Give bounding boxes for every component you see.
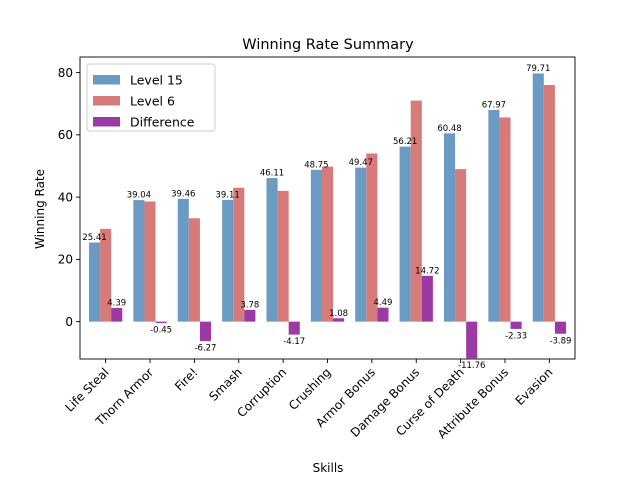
chart-title: Winning Rate Summary bbox=[242, 37, 414, 53]
data-label-level-15-8: 60.48 bbox=[437, 124, 461, 134]
y-tick-label: 60 bbox=[58, 128, 73, 142]
data-label-difference-4: -4.17 bbox=[283, 337, 305, 347]
data-label-difference-7: 14.72 bbox=[415, 266, 439, 276]
bar-level-6-2 bbox=[188, 218, 200, 322]
bar-difference-10 bbox=[554, 321, 566, 334]
bar-level-6-0 bbox=[100, 228, 112, 322]
bar-level-6-6 bbox=[366, 153, 378, 322]
x-tick-label: Evasion bbox=[513, 365, 556, 408]
data-label-level-15-0: 25.41 bbox=[82, 233, 106, 243]
bar-difference-6 bbox=[377, 307, 389, 322]
legend-label-level-6: Level 6 bbox=[130, 94, 175, 109]
y-axis-label: Winning Rate bbox=[33, 169, 47, 249]
bar-level-6-9 bbox=[499, 117, 511, 322]
bar-difference-2 bbox=[199, 321, 212, 342]
data-label-level-15-10: 79.71 bbox=[526, 64, 550, 74]
bar-difference-8 bbox=[466, 321, 478, 359]
legend-swatch-difference bbox=[93, 117, 120, 127]
bar-difference-1 bbox=[155, 321, 167, 324]
bar-difference-3 bbox=[244, 309, 256, 322]
bar-level-15-6 bbox=[355, 167, 367, 322]
data-label-difference-0: 4.39 bbox=[107, 298, 126, 308]
data-label-difference-8: -11.76 bbox=[458, 361, 485, 371]
x-tick-label: Smash bbox=[206, 365, 245, 404]
x-axis-label: Skills bbox=[313, 461, 344, 475]
data-label-level-15-5: 48.75 bbox=[304, 160, 328, 170]
bar-level-15-2 bbox=[177, 198, 189, 322]
plot-area: 25.41 39.04 39.46 39.11 46.11 48.75 49.47 56.21… bbox=[82, 64, 571, 371]
data-label-level-15-1: 39.04 bbox=[127, 191, 151, 201]
bar-level-15-3 bbox=[222, 199, 234, 322]
bar-level-15-5 bbox=[310, 169, 322, 322]
data-label-difference-5: 1.08 bbox=[329, 309, 348, 319]
legend-swatch-level-15 bbox=[93, 75, 120, 85]
data-label-level-15-9: 67.97 bbox=[482, 101, 506, 111]
bar-level-6-8 bbox=[455, 169, 467, 322]
data-label-level-15-6: 49.47 bbox=[349, 158, 373, 168]
data-label-difference-1: -0.45 bbox=[150, 326, 172, 336]
y-tick-label: 40 bbox=[58, 190, 73, 204]
y-tick-label: 20 bbox=[58, 253, 73, 267]
bar-level-6-1 bbox=[144, 201, 156, 322]
legend-swatch-level-6 bbox=[93, 96, 120, 106]
bar-difference-0 bbox=[111, 307, 123, 322]
bar-level-6-5 bbox=[321, 166, 334, 322]
data-label-level-15-2: 39.46 bbox=[171, 189, 195, 199]
bar-level-15-10 bbox=[532, 73, 544, 322]
x-tick-label: Fire! bbox=[172, 365, 200, 393]
bar-level-15-9 bbox=[488, 110, 500, 322]
bar-difference-5 bbox=[333, 318, 345, 322]
bar-level-15-7 bbox=[399, 146, 411, 322]
bar-difference-7 bbox=[421, 275, 433, 322]
bar-level-15-8 bbox=[443, 133, 456, 322]
bar-level-15-0 bbox=[89, 242, 101, 322]
data-label-level-15-4: 46.11 bbox=[260, 169, 284, 179]
bar-level-6-3 bbox=[233, 187, 245, 322]
data-label-level-15-3: 39.11 bbox=[215, 190, 239, 200]
bar-difference-4 bbox=[288, 321, 300, 335]
data-label-difference-3: 3.78 bbox=[240, 300, 259, 310]
data-label-difference-9: -2.33 bbox=[505, 331, 527, 341]
legend: Level 15 Level 6 Difference bbox=[86, 63, 216, 132]
y-tick-label: 80 bbox=[58, 66, 73, 80]
legend-label-difference: Difference bbox=[130, 115, 195, 130]
bar-difference-9 bbox=[510, 321, 522, 329]
bar-level-6-10 bbox=[543, 85, 555, 322]
bar-level-6-4 bbox=[277, 190, 289, 322]
data-label-difference-6: 4.49 bbox=[374, 298, 393, 308]
data-label-level-15-7: 56.21 bbox=[393, 137, 417, 147]
bar-level-6-7 bbox=[410, 100, 422, 322]
data-label-difference-2: -6.27 bbox=[194, 344, 216, 354]
bar-level-15-1 bbox=[133, 200, 145, 322]
legend-label-level-15: Level 15 bbox=[130, 73, 183, 88]
y-tick-label: 0 bbox=[65, 315, 73, 329]
bar-level-15-4 bbox=[266, 178, 278, 322]
data-label-difference-10: -3.89 bbox=[549, 336, 571, 346]
